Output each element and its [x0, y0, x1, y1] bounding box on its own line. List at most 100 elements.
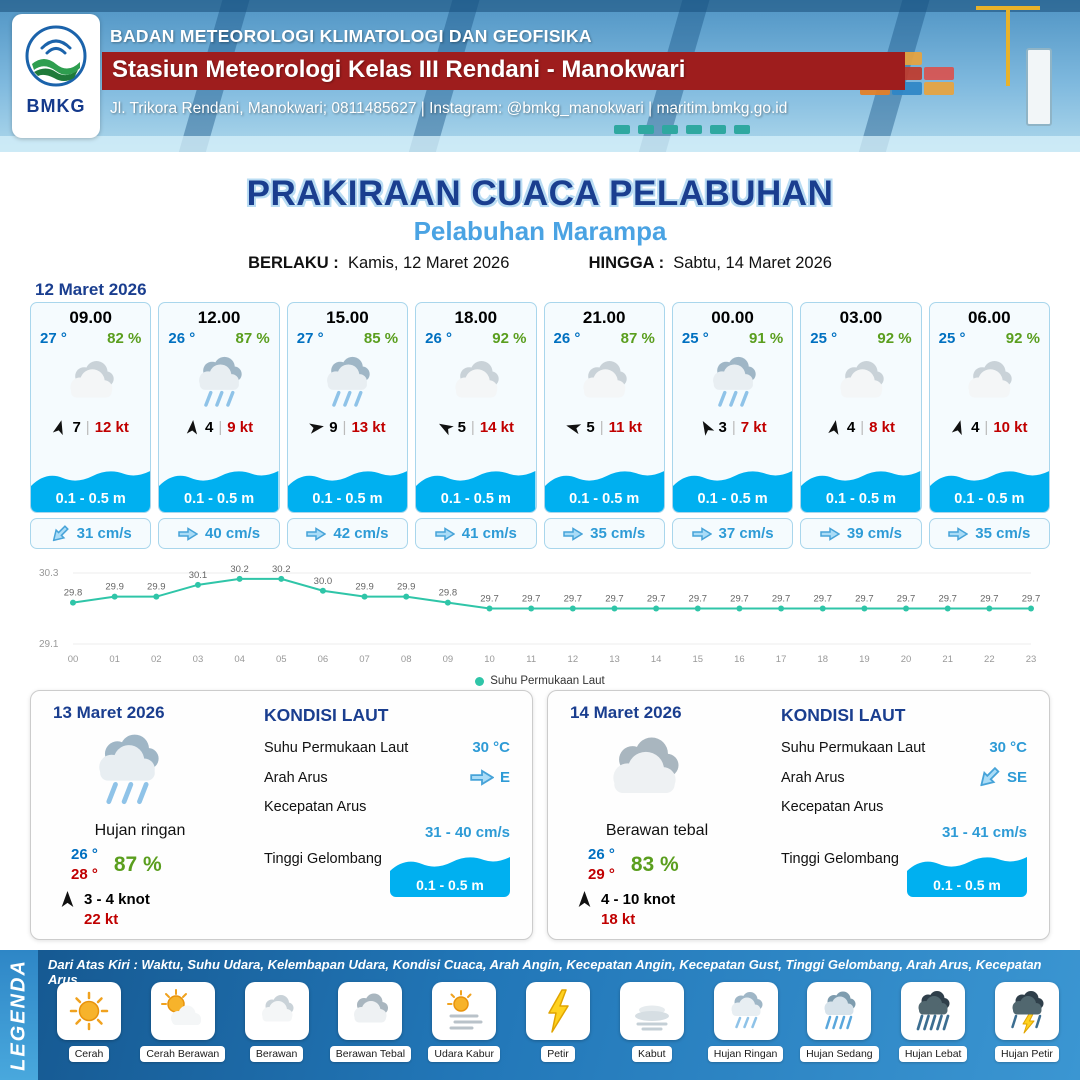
bmkg-logo-text: BMKG	[26, 96, 86, 116]
sst-label: Suhu Permukaan Laut	[264, 739, 409, 756]
port-name: Pelabuhan Marampa	[413, 216, 667, 246]
current-speed-value: 31 - 41 cm/s	[941, 824, 1027, 841]
wind-direction-icon	[309, 423, 325, 434]
current-speed-value: 35 cm/s	[975, 525, 1031, 542]
svg-text:29.7: 29.7	[480, 594, 499, 605]
temperature: 25 °	[938, 330, 966, 347]
wave-height-label: Tinggi Gelombang	[781, 851, 899, 867]
svg-text:29.9: 29.9	[147, 582, 166, 593]
sea-conditions-title: KONDISI LAUT	[264, 705, 389, 725]
forecast-card: 21.00 26 ° 87 % 5 | 11 kt 0.1 - 0.5 m 35 cm/s	[543, 302, 665, 549]
current-direction-icon	[435, 526, 455, 541]
page-title: PRAKIRAAN CUACA PELABUHAN	[246, 174, 834, 213]
berawan-icon	[244, 982, 309, 1040]
hujan-lebat-icon	[901, 982, 966, 1040]
temperature: 26 °	[425, 330, 452, 347]
current-speed-chip: 40 cm/s	[158, 518, 280, 549]
agency-name: BADAN METEOROLOGI KLIMATOLOGI DAN GEOFIS…	[110, 26, 592, 46]
humidity: 85 %	[363, 330, 399, 347]
wind-speed: 9	[329, 419, 338, 436]
current-direction-icon	[178, 526, 199, 541]
divider: |	[85, 419, 90, 436]
svg-text:30.2: 30.2	[230, 564, 249, 575]
forecast-date: 12 Maret 2026	[35, 280, 147, 299]
svg-text:29.8: 29.8	[64, 588, 83, 599]
svg-text:29.7: 29.7	[689, 594, 708, 605]
hingga-value: Sabtu, 14 Maret 2026	[673, 254, 832, 272]
current-direction-value: E	[499, 769, 510, 786]
wave-height-value: 0.1 - 0.5 m	[312, 491, 383, 507]
weather-icon	[545, 347, 664, 419]
current-speed-value: 42 cm/s	[333, 525, 389, 542]
forecast-card: 15.00 27 ° 85 % 9 | 13 kt 0.1 - 0.5 m 42 cm/s	[286, 302, 409, 549]
wind-direction-icon	[186, 420, 198, 435]
daily-card-1: 13 Maret 2026 Hujan ringan 26 ° 28 ° 87 …	[30, 690, 533, 940]
current-speed-label: Kecepatan Arus	[264, 799, 367, 815]
current-speed-value: 39 cm/s	[846, 525, 902, 542]
gust-speed: 7 kt	[740, 419, 767, 436]
sst-value: 30 °C	[989, 739, 1027, 756]
wave-height-value: 0.1 - 0.5 m	[55, 491, 126, 507]
daily-summary-row: 13 Maret 2026 Hujan ringan 26 ° 28 ° 87 …	[30, 690, 1050, 940]
wave-height-band: 0.1 - 0.5 m	[672, 462, 793, 512]
daily-wind-range: 3 - 4 knot	[84, 891, 150, 908]
svg-text:30.3: 30.3	[39, 568, 59, 579]
daily-condition: Hujan ringan	[94, 822, 186, 839]
wave-height-band: 0.1 - 0.5 m	[801, 462, 921, 512]
legend-item-label: Petir	[541, 1046, 575, 1062]
wind-speed: 5	[586, 419, 595, 436]
svg-text:29.7: 29.7	[855, 594, 874, 605]
weather-icon	[159, 347, 278, 419]
temperature: 27 °	[296, 330, 324, 347]
svg-text:15: 15	[692, 654, 703, 665]
svg-text:29.9: 29.9	[397, 582, 416, 593]
current-direction-icon	[470, 769, 494, 786]
wave-height-band: 0.1 - 0.5 m	[31, 462, 151, 512]
temp-max: 29 °	[588, 866, 615, 883]
legend-item: Berawan Tebal	[325, 982, 415, 1062]
svg-text:02: 02	[151, 654, 162, 665]
legend-item-label: Hujan Sedang	[800, 1046, 879, 1062]
divider: |	[984, 419, 989, 436]
wave-height-band: 0.1 - 0.5 m	[929, 462, 1049, 512]
svg-text:14: 14	[651, 654, 662, 665]
wave-height-value: 0.1 - 0.5 m	[416, 877, 484, 893]
weather-icon	[801, 347, 920, 419]
time-label: 03.00	[839, 308, 883, 327]
legend-item: Cerah Berawan	[138, 982, 228, 1062]
svg-text:22: 22	[984, 654, 995, 665]
bmkg-logo-icon	[25, 25, 87, 87]
svg-text:29.7: 29.7	[772, 594, 791, 605]
legend-item-label: Hujan Ringan	[707, 1046, 784, 1062]
svg-text:29.7: 29.7	[522, 594, 541, 605]
wave-height-band: 0.1 - 0.5 m	[287, 462, 408, 512]
wind-speed: 4	[205, 419, 214, 436]
gust-speed: 11 kt	[608, 419, 642, 436]
svg-text:00: 00	[68, 654, 79, 665]
station-contact: Jl. Trikora Rendani, Manokwari; 08114856…	[110, 100, 788, 117]
temp-min: 26 °	[71, 846, 98, 863]
divider: |	[218, 419, 223, 436]
svg-text:29.9: 29.9	[105, 582, 124, 593]
gust-speed: 10 kt	[993, 419, 1028, 436]
kabut-icon	[619, 982, 684, 1040]
wave-height-band: 0.1 - 0.5 m	[416, 462, 536, 512]
svg-text:05: 05	[276, 654, 287, 665]
svg-text:29.7: 29.7	[1022, 594, 1041, 605]
station-name: Stasiun Meteorologi Kelas III Rendani - …	[112, 56, 686, 83]
legend-item-label: Cerah Berawan	[140, 1046, 226, 1062]
legend-item-label: Hujan Lebat	[898, 1046, 968, 1062]
current-direction-icon	[948, 526, 969, 541]
wind-speed: 4	[971, 419, 980, 436]
sst-label: Suhu Permukaan Laut	[781, 739, 926, 756]
cerah-berawan-icon	[150, 982, 215, 1040]
legend-item: Hujan Ringan	[701, 982, 791, 1062]
current-speed-value: 41 cm/s	[461, 525, 517, 542]
hujan-sedang-icon	[807, 982, 872, 1040]
forecast-card: 09.00 27 ° 82 % 7 | 12 kt 0.1 - 0.5 m 31 cm/s	[30, 302, 152, 549]
time-label: 09.00	[69, 308, 112, 327]
humidity: 92 %	[1005, 330, 1040, 347]
weather-icon	[288, 347, 407, 419]
wave-height-value: 0.1 - 0.5 m	[954, 491, 1025, 507]
